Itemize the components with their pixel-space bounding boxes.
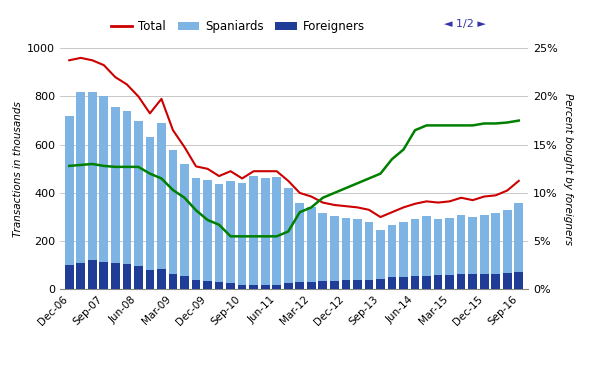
Bar bbox=[480, 274, 488, 289]
Bar bbox=[330, 216, 338, 289]
Bar bbox=[434, 275, 442, 289]
Bar bbox=[365, 280, 373, 289]
Legend: Total, Spaniards, Foreigners: Total, Spaniards, Foreigners bbox=[106, 16, 370, 38]
Bar bbox=[295, 203, 304, 289]
Bar bbox=[122, 111, 131, 289]
Bar bbox=[272, 285, 281, 289]
Bar bbox=[88, 92, 97, 289]
Bar bbox=[191, 280, 200, 289]
Bar bbox=[353, 280, 362, 289]
Bar bbox=[250, 176, 258, 289]
Bar bbox=[272, 177, 281, 289]
Bar bbox=[295, 282, 304, 289]
Bar bbox=[215, 282, 223, 289]
Bar bbox=[250, 285, 258, 289]
Bar bbox=[111, 263, 119, 289]
Bar bbox=[261, 178, 269, 289]
Bar bbox=[376, 279, 385, 289]
Bar bbox=[226, 283, 235, 289]
Bar bbox=[491, 274, 500, 289]
Bar bbox=[284, 188, 293, 289]
Bar bbox=[422, 276, 431, 289]
Bar bbox=[65, 116, 74, 289]
Bar bbox=[411, 276, 419, 289]
Bar bbox=[203, 281, 212, 289]
Bar bbox=[146, 270, 154, 289]
Bar bbox=[469, 274, 477, 289]
Bar bbox=[284, 283, 293, 289]
Bar bbox=[353, 220, 362, 289]
Y-axis label: Transactions in thousands: Transactions in thousands bbox=[13, 101, 23, 237]
Bar bbox=[341, 280, 350, 289]
Bar bbox=[491, 213, 500, 289]
Bar bbox=[180, 164, 189, 289]
Bar bbox=[88, 260, 97, 289]
Bar bbox=[319, 281, 327, 289]
Bar bbox=[307, 282, 316, 289]
Bar bbox=[388, 226, 397, 289]
Bar bbox=[445, 275, 454, 289]
Bar bbox=[191, 178, 200, 289]
Bar bbox=[169, 150, 177, 289]
Bar bbox=[514, 272, 523, 289]
Bar bbox=[503, 210, 512, 289]
Bar bbox=[203, 180, 212, 289]
Bar bbox=[146, 138, 154, 289]
Bar bbox=[341, 218, 350, 289]
Bar bbox=[399, 222, 408, 289]
Bar bbox=[100, 262, 108, 289]
Bar bbox=[319, 213, 327, 289]
Bar bbox=[169, 274, 177, 289]
Bar bbox=[330, 281, 338, 289]
Bar bbox=[122, 264, 131, 289]
Bar bbox=[134, 266, 143, 289]
Bar bbox=[157, 123, 166, 289]
Bar bbox=[399, 277, 408, 289]
Bar bbox=[100, 96, 108, 289]
Bar bbox=[76, 263, 85, 289]
Bar bbox=[388, 278, 397, 289]
Bar bbox=[238, 285, 247, 289]
Bar bbox=[411, 220, 419, 289]
Bar bbox=[111, 107, 119, 289]
Bar bbox=[226, 181, 235, 289]
Bar bbox=[376, 230, 385, 289]
Bar bbox=[469, 217, 477, 289]
Text: ◄ 1/2 ►: ◄ 1/2 ► bbox=[444, 19, 486, 29]
Bar bbox=[457, 274, 466, 289]
Bar bbox=[445, 218, 454, 289]
Y-axis label: Percent bought by foreigners: Percent bought by foreigners bbox=[563, 93, 573, 245]
Bar bbox=[503, 273, 512, 289]
Bar bbox=[238, 183, 247, 289]
Bar bbox=[365, 222, 373, 289]
Bar bbox=[480, 214, 488, 289]
Bar bbox=[457, 214, 466, 289]
Bar bbox=[261, 285, 269, 289]
Bar bbox=[434, 220, 442, 289]
Bar bbox=[180, 276, 189, 289]
Bar bbox=[76, 92, 85, 289]
Bar bbox=[65, 265, 74, 289]
Bar bbox=[514, 203, 523, 289]
Bar bbox=[134, 121, 143, 289]
Bar bbox=[157, 269, 166, 289]
Bar bbox=[215, 184, 223, 289]
Bar bbox=[307, 207, 316, 289]
Bar bbox=[422, 216, 431, 289]
